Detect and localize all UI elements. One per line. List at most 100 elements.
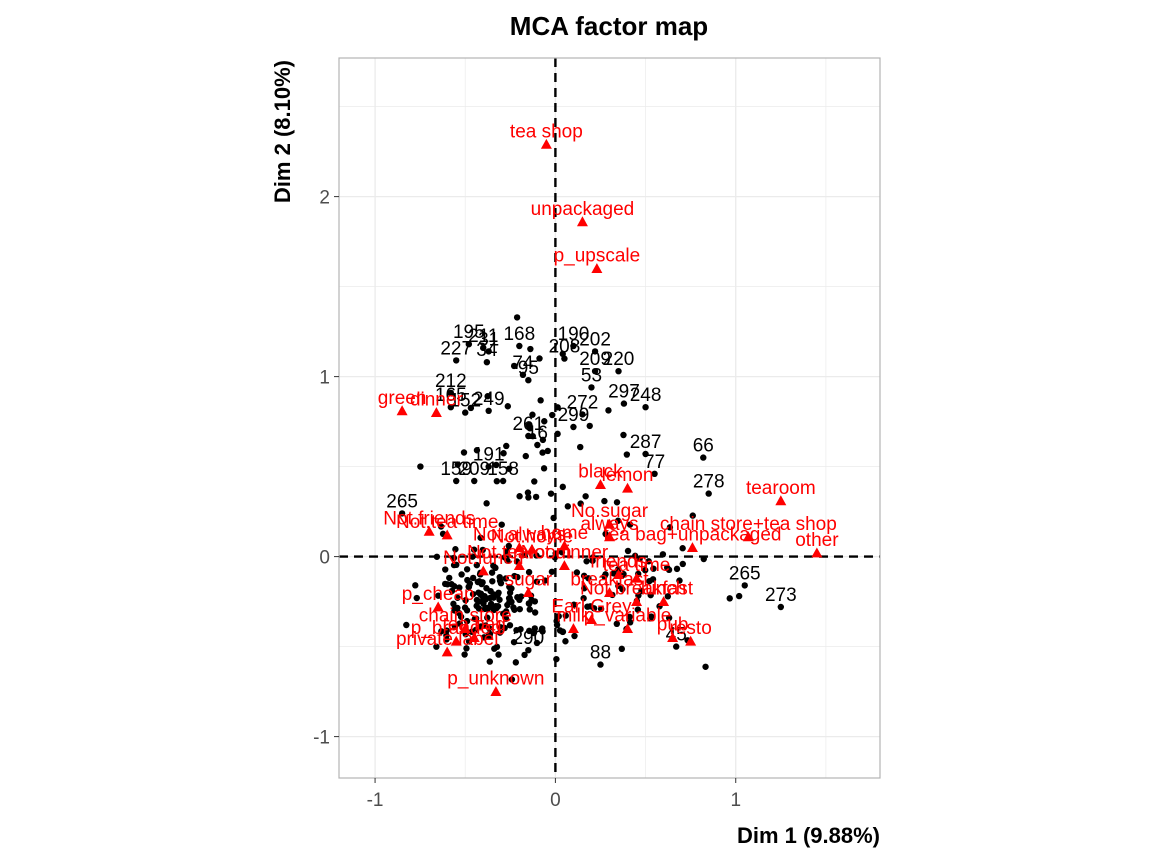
y-tick-label: 1	[319, 368, 330, 389]
individual-point	[588, 384, 595, 391]
individual-point	[537, 397, 544, 404]
category-marker	[685, 635, 697, 646]
individual-point	[615, 368, 622, 375]
individual-point	[525, 377, 532, 384]
individual-point	[500, 450, 507, 457]
individual-point	[702, 663, 709, 670]
category-marker	[604, 531, 615, 542]
individual-point	[583, 558, 590, 565]
individual-point	[533, 578, 541, 585]
individual-point	[615, 565, 622, 573]
y-tick-label: 0	[319, 548, 330, 569]
category-marker	[459, 623, 471, 633]
individual-point	[505, 465, 513, 472]
individual-point	[505, 542, 512, 550]
individual-point	[486, 658, 494, 665]
individual-label: 297	[608, 382, 640, 403]
individual-point	[620, 431, 627, 439]
individual-point	[473, 602, 480, 610]
individual-point	[741, 582, 748, 589]
individual-point	[467, 404, 475, 412]
individual-point	[483, 359, 491, 366]
individual-point	[502, 575, 509, 582]
individual-point	[472, 615, 480, 622]
individual-point	[469, 590, 477, 598]
category-marker	[513, 542, 525, 552]
individual-point	[526, 425, 534, 432]
individual-point	[437, 523, 445, 530]
category-label: home	[541, 523, 589, 544]
individual-point	[555, 613, 562, 620]
individual-label: 95	[518, 358, 539, 379]
category-label: p_variable	[584, 606, 672, 627]
individual-point	[502, 615, 510, 622]
individual-point	[463, 645, 470, 652]
individual-label: 88	[590, 643, 611, 664]
individual-point	[602, 571, 609, 578]
individual-point	[462, 597, 469, 604]
category-marker	[631, 596, 643, 606]
individual-point	[700, 454, 707, 461]
individual-point	[516, 596, 523, 604]
individual-point	[456, 620, 463, 627]
individual-point	[525, 568, 533, 576]
category-label: tea bag+unpackaged	[603, 525, 781, 546]
individual-point	[511, 572, 518, 580]
category-marker	[585, 614, 597, 624]
individual-point	[532, 493, 540, 501]
individual-point	[519, 371, 527, 378]
individual-point	[453, 357, 460, 364]
individual-point	[580, 595, 587, 602]
individual-point	[571, 632, 578, 640]
individual-point	[517, 626, 524, 633]
individual-point	[673, 565, 681, 573]
individual-label: 190	[558, 324, 590, 345]
individual-label: 168	[503, 324, 535, 345]
individual-point	[642, 450, 649, 458]
individual-label: 165	[435, 385, 467, 406]
individual-point	[513, 314, 521, 321]
individual-point	[496, 596, 503, 603]
individual-point	[504, 403, 512, 410]
individual-point	[536, 355, 543, 362]
individual-point	[614, 517, 622, 524]
individual-point	[442, 566, 449, 573]
individual-point	[486, 625, 493, 632]
category-marker	[441, 529, 453, 540]
individual-point	[451, 623, 459, 630]
individual-point	[619, 586, 626, 593]
individual-point	[485, 407, 492, 414]
individual-point	[443, 627, 450, 634]
individual-point	[512, 659, 520, 666]
category-label: Not.friends	[383, 508, 475, 529]
panel-background	[339, 58, 880, 778]
individual-point	[679, 545, 686, 552]
individual-label: 209	[579, 349, 611, 370]
individual-point	[636, 555, 643, 562]
category-marker	[490, 686, 502, 696]
individual-point	[464, 576, 471, 584]
individual-point	[562, 612, 569, 619]
individual-label: 272	[567, 392, 599, 413]
individual-point	[500, 610, 507, 617]
category-label: chain store+tea shop	[660, 514, 837, 535]
individual-point	[506, 594, 513, 602]
individual-point	[538, 626, 545, 634]
category-label: Not.tearoom	[467, 543, 572, 564]
category-label: always	[580, 514, 638, 535]
individual-point	[433, 553, 441, 560]
individual-point	[547, 490, 555, 497]
category-marker	[430, 407, 442, 417]
individual-point	[561, 355, 568, 362]
individual-point	[664, 593, 672, 600]
individual-point	[649, 576, 657, 583]
category-label: tea time	[603, 555, 671, 576]
category-marker	[558, 560, 570, 570]
individual-point	[496, 573, 503, 581]
individual-label: 265	[729, 563, 761, 584]
individual-point	[579, 411, 586, 418]
individual-point	[516, 342, 523, 350]
category-label: green	[378, 388, 427, 409]
individual-point	[496, 629, 504, 636]
